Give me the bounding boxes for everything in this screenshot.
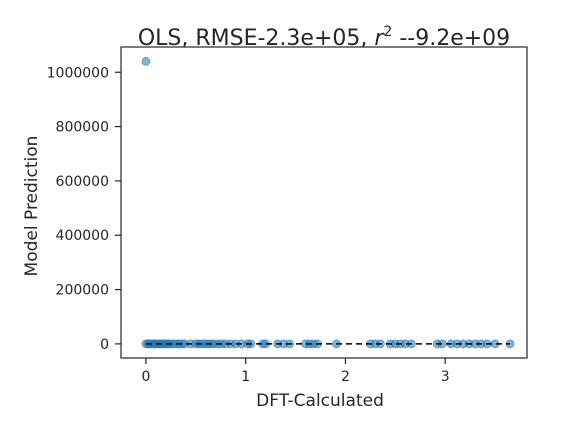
y-tick-label: 400000 <box>56 228 109 244</box>
y-tick-label: 0 <box>100 337 109 353</box>
data-points <box>141 56 515 349</box>
data-point <box>141 56 151 66</box>
x-tick-label: 0 <box>141 369 150 385</box>
x-tick-label: 1 <box>241 369 250 385</box>
y-tick-label: 200000 <box>56 283 109 299</box>
y-tick-label: 800000 <box>56 120 109 136</box>
y-axis-ticks: 0 200000 400000 600000 800000 1000000 <box>47 65 121 353</box>
plot-area-frame <box>120 46 528 359</box>
x-tick-label: 2 <box>341 369 350 385</box>
y-tick-label: 1000000 <box>47 65 109 81</box>
x-tick-label: 3 <box>441 369 450 385</box>
x-axis-ticks: 0 1 2 3 <box>141 358 450 385</box>
y-axis-label: Model Prediction <box>22 136 42 277</box>
y-tick-label: 600000 <box>56 174 109 190</box>
x-axis-label: DFT-Calculated <box>256 391 384 411</box>
